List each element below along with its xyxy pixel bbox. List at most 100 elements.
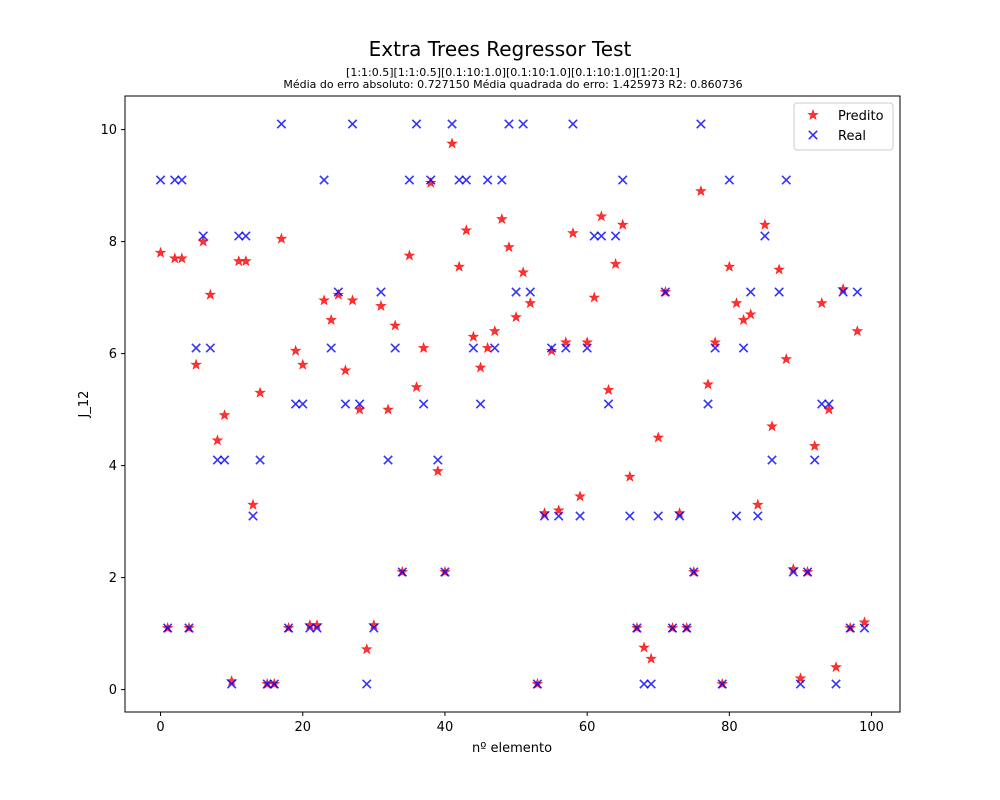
data-point-real bbox=[845, 623, 855, 633]
data-point-predito bbox=[815, 297, 828, 309]
data-point-real bbox=[817, 399, 827, 409]
data-point-predito bbox=[638, 641, 650, 653]
data-point-predito bbox=[417, 341, 430, 353]
data-point-predito bbox=[410, 381, 423, 393]
data-point-predito bbox=[830, 661, 842, 673]
y-tick-label: 4 bbox=[109, 459, 117, 474]
data-point-real bbox=[255, 455, 265, 465]
data-point-predito bbox=[623, 470, 636, 482]
data-point-real bbox=[603, 399, 614, 409]
data-point-real bbox=[390, 343, 400, 353]
data-point-predito bbox=[567, 227, 579, 239]
data-point-predito bbox=[574, 490, 586, 502]
data-point-real bbox=[233, 231, 244, 241]
data-point-predito bbox=[218, 409, 231, 421]
legend-box bbox=[793, 102, 894, 151]
data-point-real bbox=[482, 175, 493, 185]
data-point-real bbox=[731, 511, 742, 521]
data-point-predito bbox=[723, 260, 736, 272]
data-point-predito bbox=[609, 257, 622, 269]
data-point-real bbox=[518, 119, 528, 129]
data-point-predito bbox=[375, 299, 387, 311]
data-point-real bbox=[809, 455, 820, 465]
data-point-predito bbox=[496, 213, 508, 225]
data-point-predito bbox=[432, 465, 444, 477]
data-point-predito bbox=[154, 246, 167, 258]
data-point-real bbox=[617, 175, 628, 185]
data-point-predito bbox=[744, 308, 757, 320]
data-point-real bbox=[674, 511, 685, 521]
data-point-real bbox=[369, 623, 379, 633]
data-point-predito bbox=[240, 255, 252, 267]
data-point-real bbox=[689, 567, 699, 577]
legend-label-real: Real bbox=[838, 129, 866, 144]
data-point-real bbox=[717, 679, 728, 689]
data-point-real bbox=[347, 119, 358, 129]
data-point-predito bbox=[524, 297, 537, 309]
data-point-real bbox=[198, 231, 208, 241]
y-tick-label: 6 bbox=[109, 347, 117, 362]
data-point-real bbox=[397, 567, 408, 577]
x-tick-label: 20 bbox=[294, 720, 311, 735]
data-point-real bbox=[440, 567, 450, 577]
data-point-real bbox=[212, 455, 223, 465]
data-point-predito bbox=[247, 498, 259, 510]
data-point-real bbox=[226, 679, 237, 689]
data-point-predito bbox=[759, 218, 771, 230]
data-point-predito bbox=[645, 652, 657, 664]
data-point-predito bbox=[808, 439, 821, 451]
legend-star-icon bbox=[807, 108, 819, 120]
data-point-predito bbox=[190, 358, 202, 370]
data-point-real bbox=[632, 623, 642, 633]
data-point-real bbox=[241, 231, 251, 241]
data-point-predito bbox=[595, 210, 608, 222]
data-point-predito bbox=[858, 616, 871, 628]
data-point-predito bbox=[510, 311, 522, 323]
data-point-real bbox=[283, 623, 294, 633]
data-point-real bbox=[248, 511, 258, 521]
data-point-predito bbox=[211, 434, 224, 446]
data-point-real bbox=[781, 175, 792, 185]
data-point-real bbox=[504, 119, 514, 129]
series-predito bbox=[154, 137, 871, 689]
data-point-predito bbox=[403, 249, 416, 261]
x-tick-label: 0 bbox=[156, 720, 164, 735]
data-point-real bbox=[561, 343, 571, 353]
data-point-predito bbox=[780, 353, 793, 365]
data-point-real bbox=[297, 399, 308, 409]
data-point-predito bbox=[467, 330, 480, 342]
data-point-real bbox=[461, 175, 472, 185]
data-point-real bbox=[795, 679, 806, 689]
data-point-real bbox=[553, 511, 564, 521]
data-point-real bbox=[319, 175, 329, 185]
data-point-real bbox=[859, 623, 870, 633]
data-point-real bbox=[653, 511, 664, 521]
data-point-predito bbox=[503, 241, 515, 253]
data-point-predito bbox=[709, 336, 721, 348]
y-axis-ticks: 0 2 4 6 8 10 bbox=[100, 123, 125, 698]
data-point-real bbox=[433, 455, 443, 465]
data-point-predito bbox=[176, 252, 188, 264]
data-point-real bbox=[191, 343, 201, 353]
chart-subtitle-line1: [1:1:0.5][1:1:0.5][0.1:10:1.0][0.1:10:1.… bbox=[346, 66, 680, 79]
data-point-real bbox=[610, 231, 621, 241]
plot-area bbox=[154, 119, 871, 689]
data-point-predito bbox=[460, 224, 473, 236]
data-point-predito bbox=[360, 643, 373, 655]
data-point-real bbox=[589, 231, 600, 241]
data-point-real bbox=[753, 511, 763, 521]
data-point-real bbox=[774, 287, 784, 297]
data-point-predito bbox=[730, 297, 743, 309]
x-tick-label: 100 bbox=[859, 720, 884, 735]
data-point-real bbox=[340, 399, 351, 409]
data-point-real bbox=[411, 119, 422, 129]
data-point-real bbox=[262, 679, 272, 689]
data-point-real bbox=[447, 119, 457, 129]
data-point-predito bbox=[773, 263, 785, 275]
data-point-predito bbox=[545, 344, 558, 356]
chart-title: Extra Trees Regressor Test bbox=[369, 37, 632, 61]
data-point-predito bbox=[751, 498, 764, 510]
legend: Predito Real bbox=[793, 102, 894, 151]
data-point-real bbox=[475, 399, 486, 409]
